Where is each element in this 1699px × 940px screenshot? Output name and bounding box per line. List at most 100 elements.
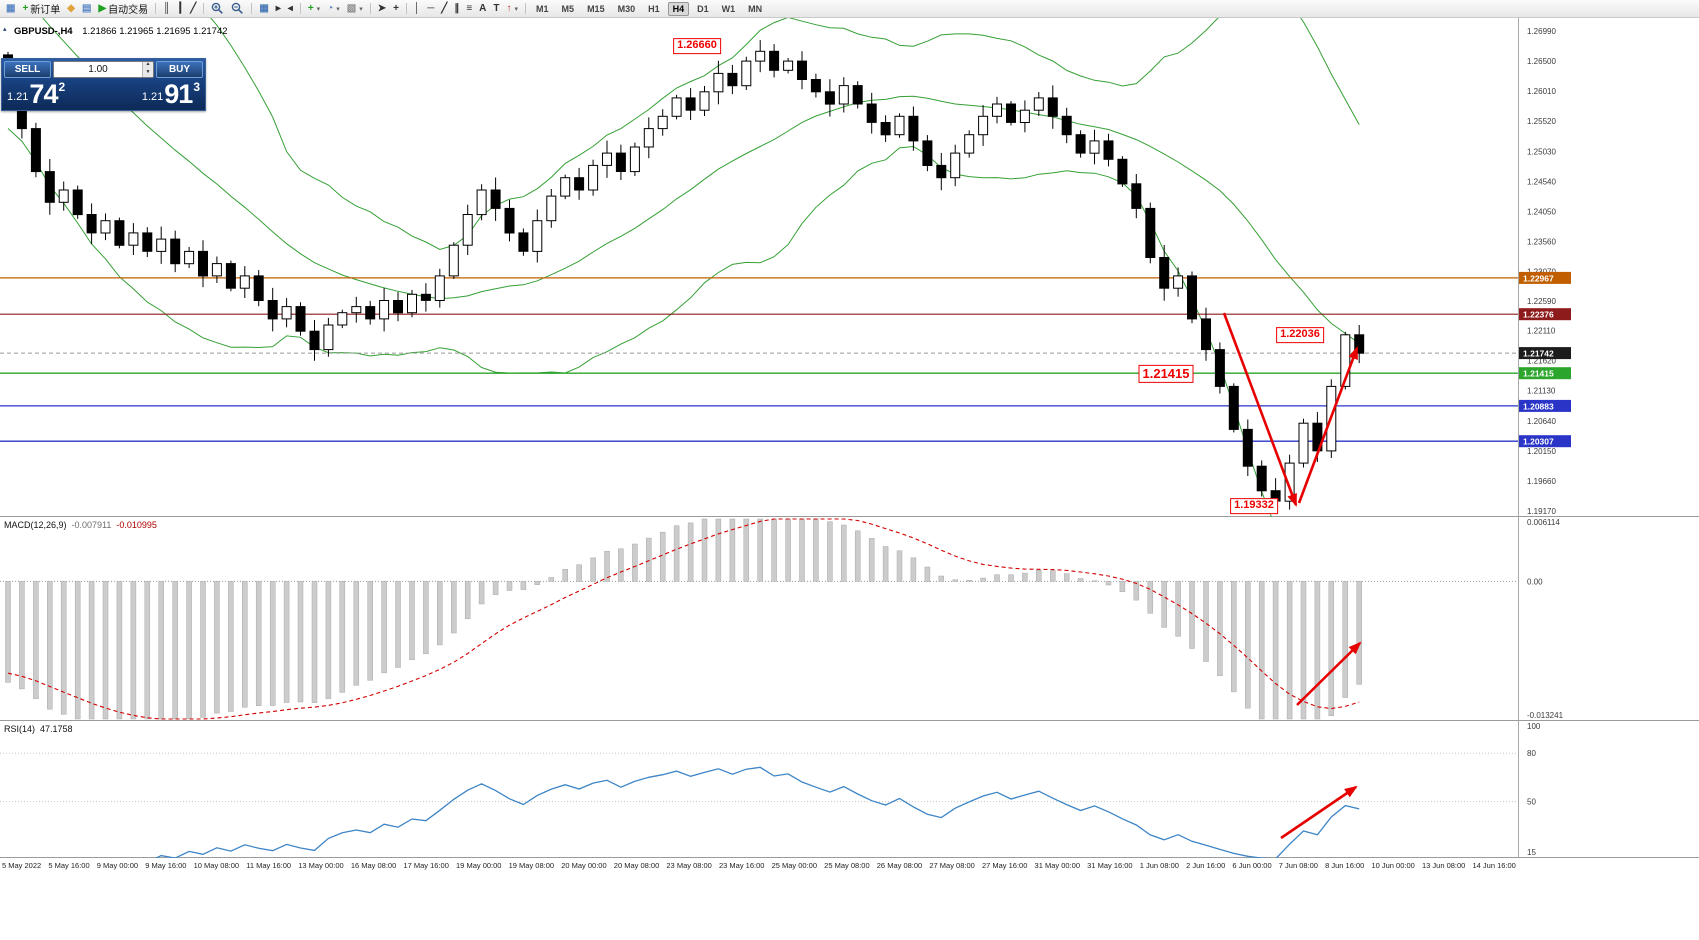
volume-input[interactable] <box>54 62 142 77</box>
svg-text:1.22110: 1.22110 <box>1527 327 1556 336</box>
time-axis: 5 May 2022 5 May 16:00 9 May 00:00 9 May 16… <box>0 858 1518 880</box>
svg-text:1.21415: 1.21415 <box>1523 369 1554 379</box>
svg-text:1.26500: 1.26500 <box>1527 57 1556 66</box>
price-annotation[interactable]: 1.26660 <box>673 38 721 54</box>
time-axis-label: 7 Jun 08:00 <box>1278 861 1318 870</box>
toolbar-separator <box>369 3 371 14</box>
chart-bars-button[interactable]: ║ <box>160 1 173 16</box>
tile-windows-icon: ▦ <box>259 2 269 14</box>
equidistant-channel-icon: ∥ <box>454 2 460 14</box>
equidistant-channel-button[interactable]: ∥ <box>451 1 462 16</box>
time-axis-label: 10 May 08:00 <box>193 861 240 870</box>
auto-scroll-button[interactable]: ▸ <box>273 1 284 16</box>
trend-arrow[interactable] <box>1222 312 1298 507</box>
svg-text:1.24050: 1.24050 <box>1527 208 1556 217</box>
rsi-canvas[interactable]: 100 80 50 15 <box>0 721 1699 858</box>
svg-text:1.26990: 1.26990 <box>1527 27 1556 36</box>
svg-text:1.21620: 1.21620 <box>1527 357 1556 366</box>
fibonacci-retracement-icon: ≡ <box>466 2 473 14</box>
bollinger-lower-band <box>7 128 1273 517</box>
svg-text:1.20307: 1.20307 <box>1523 437 1554 447</box>
buy-button[interactable]: BUY <box>156 61 203 78</box>
sell-price-display[interactable]: 1.21 74 2 <box>7 79 65 109</box>
text-button[interactable]: A <box>476 1 489 16</box>
timeframe-mn-button[interactable]: MN <box>748 3 763 14</box>
tile-windows-button[interactable]: ▦ <box>256 1 271 16</box>
price-annotation[interactable]: 1.19332 <box>1230 498 1278 514</box>
rsi-line <box>154 766 1360 858</box>
volume-up-button[interactable]: ▲ <box>143 62 153 70</box>
metaeditor-icon: ◆ <box>67 2 75 14</box>
svg-text:1.24540: 1.24540 <box>1527 177 1556 186</box>
text-label-button[interactable]: T <box>490 1 502 16</box>
indicators-list-button[interactable]: + ▾ <box>305 1 323 16</box>
horizontal-level-lines <box>0 277 1518 442</box>
timeframe-h1-button[interactable]: H1 <box>648 3 660 14</box>
svg-text:1.20150: 1.20150 <box>1527 447 1556 456</box>
price-chart-canvas[interactable]: 1.26990 1.26500 1.26010 1.25520 1.25030 1.245… <box>0 18 1699 517</box>
volume-down-button[interactable]: ▼ <box>143 69 153 77</box>
rsi-label: RSI(14) 47.1758 <box>4 724 78 734</box>
timeframe-h4-button[interactable]: H4 <box>667 1 690 16</box>
time-axis-label: 6 Jun 00:00 <box>1232 861 1272 870</box>
one-click-collapse-icon[interactable]: ▴ <box>3 26 7 33</box>
trendline-button[interactable]: ╱ <box>438 1 450 16</box>
bollinger-middle-band <box>42 18 1360 344</box>
timeframe-w1-button[interactable]: W1 <box>721 3 736 14</box>
horizontal-line-button[interactable]: ─ <box>424 1 437 16</box>
svg-text:1.20640: 1.20640 <box>1527 417 1556 426</box>
terminal-windows-button[interactable]: ▦ <box>3 1 18 16</box>
rsi-value: 47.1758 <box>40 724 73 734</box>
crosshair-button[interactable]: + <box>390 1 402 16</box>
chart-shift-button[interactable]: ◂ <box>285 1 296 16</box>
indicators-list-icon: + <box>307 2 314 14</box>
toolbar-items: ▦ + 新订单 ◆ ▤ ▶ 自动交易 ║ ┃ ╱ ▦ ▸ ◂ + ▾ ◔ ▾ ▧ ▾ ➤ + │ ─ ╱ ∥ ≡ A T ↑ ▾ <box>3 1 529 16</box>
buy-price-display[interactable]: 1.21 91 3 <box>142 80 200 108</box>
chart-line-icon: ╱ <box>190 2 197 14</box>
price-annotation[interactable]: 1.21415 <box>1138 364 1194 384</box>
sell-button[interactable]: SELL <box>4 61 51 78</box>
time-axis-label: 11 May 16:00 <box>246 861 292 870</box>
timeframe-m15-button[interactable]: M15 <box>587 3 605 14</box>
templates-button[interactable]: ▧ ▾ <box>344 1 366 16</box>
timeframe-m30-button[interactable]: M30 <box>617 3 636 14</box>
autotrading-label: 自动交易 <box>108 5 149 16</box>
svg-text:1.26010: 1.26010 <box>1527 87 1556 96</box>
candles-layer <box>3 40 1365 514</box>
chart-candlesticks-button[interactable]: ┃ <box>174 1 186 16</box>
chart-window-button[interactable]: ▤ <box>79 1 94 16</box>
autotrading-button[interactable]: ▶ 自动交易 <box>95 1 151 16</box>
metaeditor-button[interactable]: ◆ <box>64 1 78 16</box>
sell-price-big-digits: 74 <box>29 79 58 109</box>
trend-arrow[interactable] <box>1280 785 1358 840</box>
toolbar-separator <box>203 3 205 14</box>
new-order-button[interactable]: + 新订单 <box>19 1 63 16</box>
timeframe-d1-button[interactable]: D1 <box>697 3 709 14</box>
zoom-in-button[interactable] <box>208 1 227 16</box>
periods-button[interactable]: ◔ ▾ <box>324 1 343 16</box>
svg-text:1.21130: 1.21130 <box>1527 387 1556 396</box>
arrows-tool-button[interactable]: ↑ ▾ <box>504 1 522 16</box>
vertical-line-button[interactable]: │ <box>411 1 423 16</box>
auto-scroll-icon: ▸ <box>275 2 281 14</box>
time-axis-label: 10 Jun 00:00 <box>1371 861 1415 870</box>
text-icon: A <box>479 2 487 14</box>
fibonacci-retracement-button[interactable]: ≡ <box>463 1 475 16</box>
macd-canvas[interactable]: 0.006114 0.00 -0.013241 <box>0 517 1699 721</box>
macd-main-value: -0.007911 <box>71 520 112 530</box>
timeframe-m1-button[interactable]: M1 <box>536 3 549 14</box>
timeframe-m5-button[interactable]: M5 <box>561 3 575 14</box>
price-annotation[interactable]: 1.22036 <box>1276 327 1324 343</box>
cursor-button[interactable]: ➤ <box>375 1 389 16</box>
macd-histogram <box>5 518 1362 720</box>
macd-label: MACD(12,26,9) -0.007911 -0.010995 <box>4 520 162 530</box>
trend-arrow[interactable] <box>1297 346 1359 504</box>
chart-line-button[interactable]: ╱ <box>187 1 199 16</box>
trend-arrow[interactable] <box>1296 641 1362 706</box>
arrows-tool-icon: ↑ <box>506 2 512 14</box>
zoom-out-button[interactable] <box>228 1 247 16</box>
templates-dropdown-icon: ▾ <box>359 5 363 13</box>
zoom-out-icon <box>232 2 244 14</box>
svg-text:1.21742: 1.21742 <box>1523 349 1554 359</box>
